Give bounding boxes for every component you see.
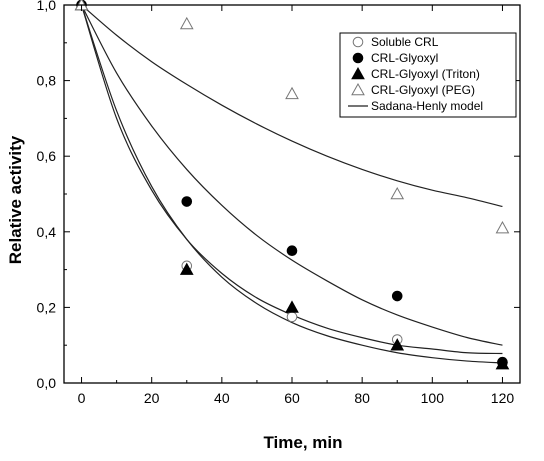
legend-label-2: CRL-Glyoxyl	[371, 51, 438, 65]
data-point-series-2-3	[286, 245, 298, 256]
x-tick-label: 120	[491, 390, 515, 406]
data-point-series-3-4	[390, 338, 405, 351]
x-tick-label: 40	[214, 390, 230, 406]
model-curve-2	[80, 4, 503, 364]
y-tick-label: 0,0	[37, 375, 57, 391]
data-point-series-4-2	[179, 16, 194, 30]
data-point-series-3-3	[285, 300, 299, 313]
data-point-series-4-4	[390, 186, 405, 200]
x-tick-label: 20	[144, 390, 160, 406]
legend-label-model: Sadana-Henly model	[371, 99, 483, 113]
legend-label-1: Soluble CRL	[371, 35, 439, 49]
x-tick-label: 60	[284, 390, 300, 406]
data-point-series-1-3	[286, 311, 298, 323]
x-tick-label: 100	[421, 390, 445, 406]
data-point-series-4-3	[285, 86, 299, 100]
y-tick-label: 1,0	[37, 0, 57, 13]
legend-marker-1	[352, 36, 364, 48]
y-tick-label: 0,4	[37, 224, 57, 240]
data-point-series-3-2	[179, 262, 194, 275]
legend-label-4: CRL-Glyoxyl (PEG)	[371, 83, 475, 97]
legend-marker-4	[351, 82, 365, 96]
legend-marker-3	[351, 66, 365, 80]
legend-box	[339, 32, 517, 118]
legend-label-3: CRL-Glyoxyl (Triton)	[371, 67, 480, 81]
data-point-series-4-5	[495, 220, 510, 234]
y-tick-label: 0,2	[37, 299, 57, 315]
y-tick-label: 0,6	[37, 148, 57, 164]
model-curve-4	[81, 4, 503, 208]
data-point-series-2-4	[391, 290, 403, 302]
y-tick-label: 0,8	[37, 73, 57, 89]
legend-marker-2	[352, 52, 364, 64]
y-axis-title: Relative activity	[6, 135, 25, 264]
data-point-series-3-5	[495, 357, 510, 370]
x-tick-label: 0	[78, 390, 86, 406]
data-point-series-2-2	[181, 196, 193, 207]
x-tick-label: 80	[354, 390, 370, 406]
x-axis-title: Time, min	[263, 433, 342, 452]
model-curve-1	[80, 4, 503, 355]
model-curve-3	[81, 4, 503, 346]
